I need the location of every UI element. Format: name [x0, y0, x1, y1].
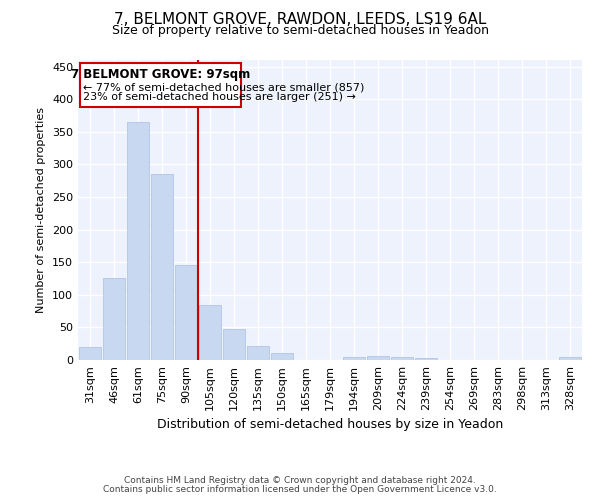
- Y-axis label: Number of semi-detached properties: Number of semi-detached properties: [37, 107, 46, 313]
- Bar: [247, 346, 269, 360]
- Bar: [151, 174, 173, 360]
- Bar: [559, 358, 581, 360]
- Bar: [271, 354, 293, 360]
- Bar: [343, 356, 365, 360]
- Bar: [103, 278, 125, 360]
- Text: ← 77% of semi-detached houses are smaller (857): ← 77% of semi-detached houses are smalle…: [83, 82, 364, 92]
- Text: Contains public sector information licensed under the Open Government Licence v3: Contains public sector information licen…: [103, 485, 497, 494]
- Bar: [175, 266, 197, 360]
- Bar: [223, 328, 245, 360]
- Text: Size of property relative to semi-detached houses in Yeadon: Size of property relative to semi-detach…: [112, 24, 488, 37]
- Bar: [391, 358, 413, 360]
- Bar: [367, 356, 389, 360]
- Text: Contains HM Land Registry data © Crown copyright and database right 2024.: Contains HM Land Registry data © Crown c…: [124, 476, 476, 485]
- Bar: [415, 358, 437, 360]
- Text: 23% of semi-detached houses are larger (251) →: 23% of semi-detached houses are larger (…: [83, 92, 356, 102]
- Text: 7, BELMONT GROVE, RAWDON, LEEDS, LS19 6AL: 7, BELMONT GROVE, RAWDON, LEEDS, LS19 6A…: [114, 12, 486, 28]
- Text: 7 BELMONT GROVE: 97sqm: 7 BELMONT GROVE: 97sqm: [71, 68, 250, 82]
- Bar: [199, 304, 221, 360]
- FancyBboxPatch shape: [80, 64, 241, 107]
- X-axis label: Distribution of semi-detached houses by size in Yeadon: Distribution of semi-detached houses by …: [157, 418, 503, 432]
- Bar: [79, 347, 101, 360]
- Bar: [127, 122, 149, 360]
